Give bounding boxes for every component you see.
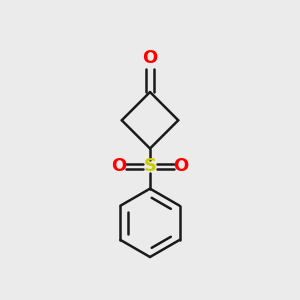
Text: O: O: [111, 157, 126, 175]
Text: O: O: [174, 157, 189, 175]
Text: S: S: [143, 157, 157, 175]
Text: O: O: [142, 49, 158, 67]
